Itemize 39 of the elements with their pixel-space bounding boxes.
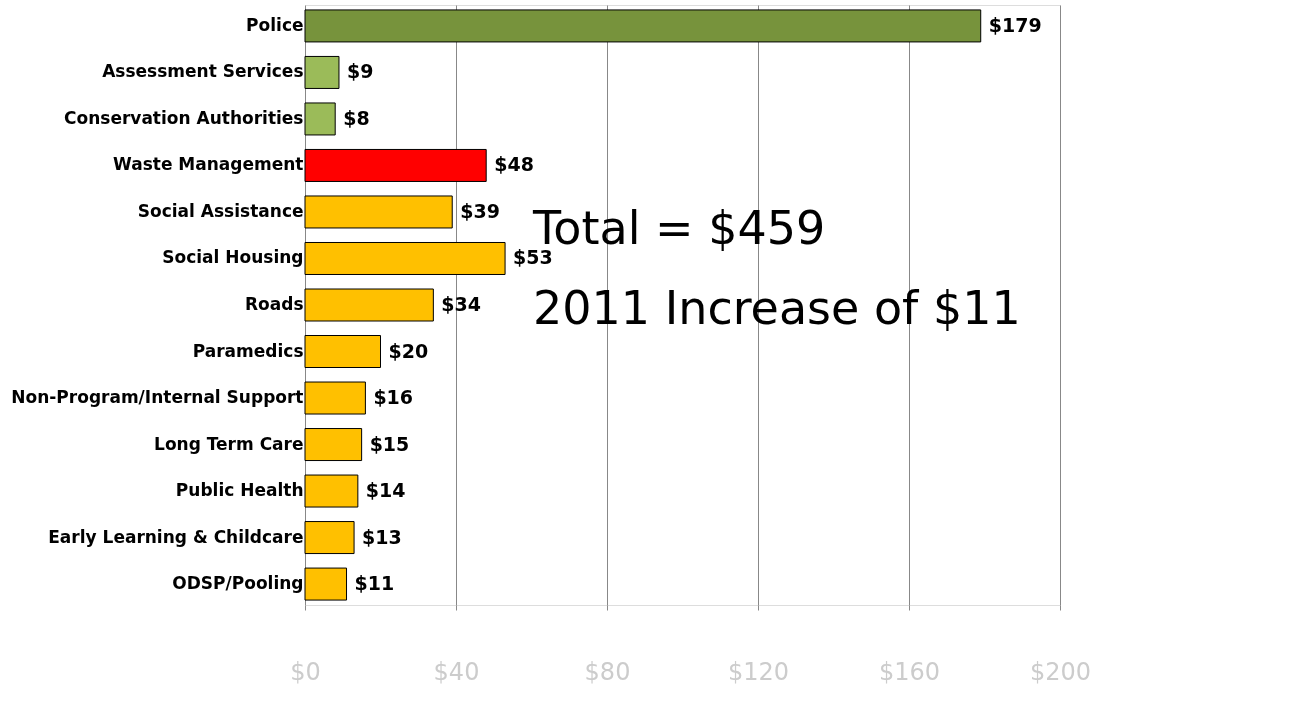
bar bbox=[304, 428, 363, 462]
bar bbox=[304, 567, 348, 601]
y-tick-label: Social Housing bbox=[162, 247, 304, 268]
data-label: $8 bbox=[343, 106, 370, 129]
y-tick-label: Police bbox=[246, 14, 304, 35]
y-tick-label: Paramedics bbox=[192, 340, 304, 361]
y-tick-label: Roads bbox=[244, 294, 304, 314]
y-tick-label: Public Health bbox=[175, 480, 304, 501]
bar bbox=[304, 288, 434, 322]
data-label: $48 bbox=[494, 153, 534, 176]
y-tick-label: ODSP/Pooling bbox=[172, 573, 304, 594]
y-tick-label: Social Assistance bbox=[137, 200, 304, 221]
bar bbox=[304, 335, 381, 369]
bar bbox=[304, 381, 366, 415]
y-tick-label: Waste Management bbox=[113, 154, 304, 175]
y-tick-label: Non-Program/Internal Support bbox=[11, 387, 304, 408]
data-label: $39 bbox=[460, 199, 500, 222]
data-label: $11 bbox=[354, 572, 395, 595]
data-label: $13 bbox=[362, 525, 402, 548]
bar bbox=[304, 9, 982, 43]
annotation: 2011 Increase of $11 bbox=[533, 281, 1021, 335]
bar bbox=[304, 102, 336, 136]
bar bbox=[304, 521, 355, 555]
bar bbox=[304, 148, 487, 182]
data-label: $16 bbox=[373, 386, 414, 409]
y-tick-label: Long Term Care bbox=[154, 433, 304, 454]
bar bbox=[304, 241, 506, 275]
data-label: $179 bbox=[988, 13, 1042, 36]
bar bbox=[304, 55, 340, 89]
data-label: $14 bbox=[365, 479, 406, 502]
y-tick-label: Conservation Authorities bbox=[64, 107, 304, 128]
bar bbox=[304, 474, 359, 508]
data-label: $9 bbox=[346, 60, 374, 83]
y-tick-label: Assessment Services bbox=[102, 61, 304, 82]
y-tick-label: Early Learning & Childcare bbox=[48, 526, 304, 547]
data-label: $20 bbox=[388, 339, 429, 362]
bar bbox=[304, 195, 453, 229]
data-label: $34 bbox=[441, 293, 482, 315]
data-label: $15 bbox=[369, 432, 410, 455]
